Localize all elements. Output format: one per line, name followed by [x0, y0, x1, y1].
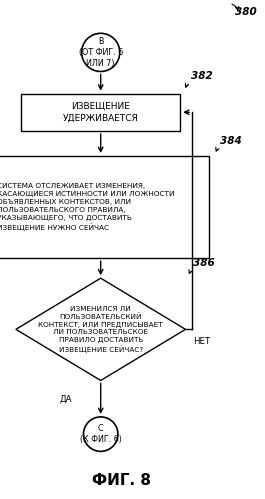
Text: НЕТ: НЕТ	[193, 337, 211, 346]
Text: ФИГ. 8: ФИГ. 8	[92, 473, 151, 488]
Text: ИЗВЕЩЕНИЕ
УДЕРЖИВАЕТСЯ: ИЗВЕЩЕНИЕ УДЕРЖИВАЕТСЯ	[63, 102, 139, 122]
Text: B
(ОТ ФИГ. 6
ИЛИ 7): B (ОТ ФИГ. 6 ИЛИ 7)	[79, 37, 123, 68]
Text: ДА: ДА	[60, 394, 73, 403]
Text: 380: 380	[235, 7, 257, 17]
Text: C
(К ФИГ. 6): C (К ФИГ. 6)	[80, 424, 122, 444]
FancyArrowPatch shape	[189, 269, 192, 273]
FancyArrowPatch shape	[185, 83, 188, 87]
Text: 384: 384	[220, 136, 242, 146]
Bar	[0, 156, 209, 258]
Text: 386: 386	[193, 258, 215, 268]
Text: 382: 382	[191, 71, 213, 81]
FancyArrowPatch shape	[232, 4, 239, 10]
FancyArrowPatch shape	[216, 147, 219, 151]
Text: СИСТЕМА ОТСЛЕЖИВАЕТ ИЗМЕНЕНИЯ,
КАСАЮЩИЕСЯ ИСТИННОСТИ ИЛИ ЛОЖНОСТИ
ОБЪЯВЛЕННЫХ КО: СИСТЕМА ОТСЛЕЖИВАЕТ ИЗМЕНЕНИЯ, КАСАЮЩИЕС…	[0, 183, 175, 231]
Text: ИЗМЕНИЛСЯ ЛИ
ПОЛЬЗОВАТЕЛЬСКИЙ
КОНТЕКСТ, ИЛИ ПРЕДПИСЫВАЕТ
ЛИ ПОЛЬЗОВАТЕЛЬСКОЕ
ПРА: ИЗМЕНИЛСЯ ЛИ ПОЛЬЗОВАТЕЛЬСКИЙ КОНТЕКСТ, …	[38, 306, 163, 353]
Bar	[21, 94, 180, 131]
